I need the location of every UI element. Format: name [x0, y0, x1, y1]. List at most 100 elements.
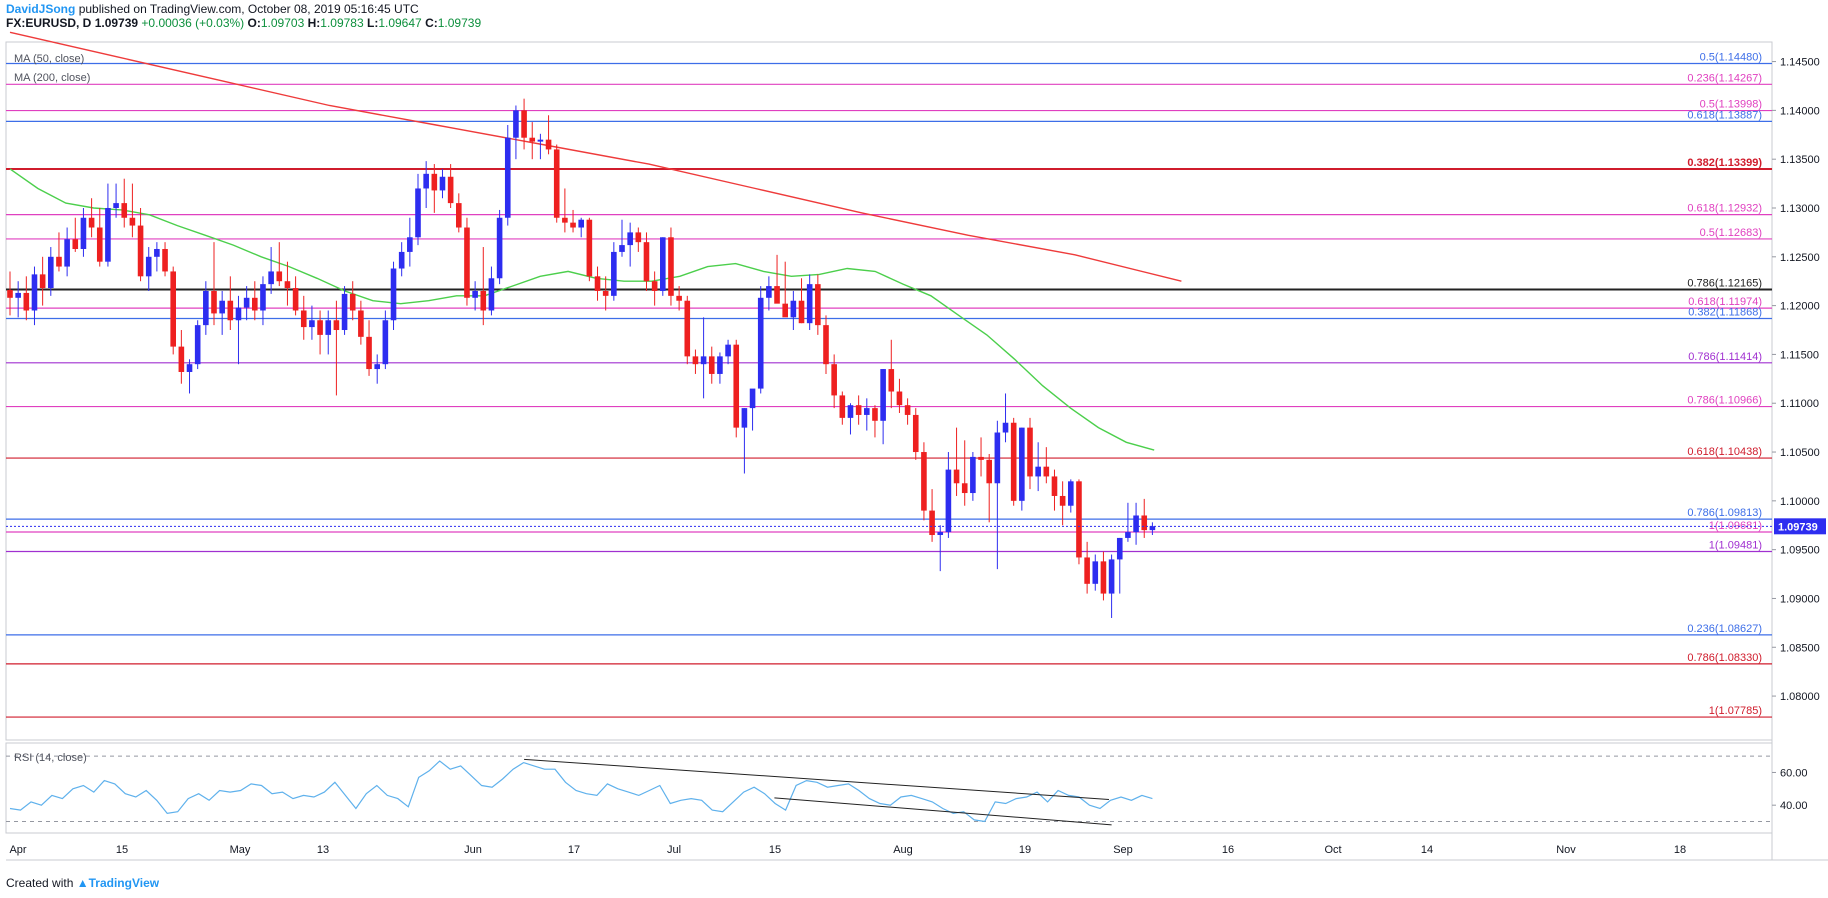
candle-body [80, 217, 87, 249]
candle-body [374, 364, 380, 370]
candle [1010, 417, 1017, 506]
candle [651, 271, 658, 306]
candle-body [986, 459, 992, 484]
candle [480, 247, 487, 326]
candle-body [880, 369, 886, 421]
candle [970, 452, 976, 501]
candle [243, 286, 250, 321]
candle-body [1149, 526, 1156, 531]
candle [276, 242, 283, 287]
candle [23, 276, 30, 321]
author-link[interactable]: DavidJSong [6, 2, 76, 16]
candle-body [1068, 481, 1074, 506]
candle [782, 261, 788, 318]
fib-level-label: 0.5(1.13998) [1700, 99, 1762, 111]
candle [635, 227, 642, 252]
candle-body [96, 227, 103, 262]
candle [790, 290, 797, 331]
candle-body [815, 284, 821, 326]
candle [855, 395, 862, 425]
candle-body [260, 284, 266, 311]
candle [390, 261, 397, 331]
tradingview-brand[interactable]: TradingView [88, 876, 160, 890]
candle-body [562, 217, 568, 223]
candle [447, 164, 454, 208]
candle [921, 442, 927, 521]
time-tick-label: Aug [893, 844, 913, 856]
candle [806, 274, 813, 331]
fib-level-label: 0.618(1.10438) [1687, 446, 1762, 458]
price-tick-label: 1.09000 [1780, 593, 1820, 605]
candle [129, 183, 136, 238]
candle-body [619, 245, 625, 252]
candle-body [431, 173, 438, 191]
candle-body [660, 237, 666, 291]
candle-body [774, 286, 780, 304]
candle-body [48, 256, 54, 289]
publish-info: published on TradingView.com, October 08… [78, 2, 419, 16]
rsi-legend: RSI (14, close) [14, 752, 87, 764]
time-tick-label: 18 [1674, 844, 1686, 856]
candle [986, 453, 992, 523]
close-label: C: [425, 16, 438, 30]
fib-level-label: 0.786(1.09813) [1687, 507, 1762, 519]
candle-body [1133, 515, 1139, 533]
candle-body [741, 408, 748, 428]
candle-body [227, 300, 234, 321]
candle [872, 405, 878, 438]
candle [439, 168, 446, 199]
fib-level-label: 0.236(1.14267) [1687, 72, 1762, 84]
low-value: 1.09647 [378, 16, 422, 30]
candle-body [1092, 561, 1099, 584]
time-tick-label: May [230, 844, 251, 856]
fib-level-label: 0.786(1.11414) [1688, 351, 1762, 363]
candle [553, 144, 560, 223]
candle-body [88, 217, 95, 228]
candle [602, 276, 609, 311]
candle [1092, 554, 1099, 591]
candle-body [823, 325, 829, 365]
candle [725, 339, 731, 365]
candle-body [276, 271, 283, 282]
candle [333, 300, 340, 396]
time-tick-label: Nov [1556, 844, 1576, 856]
price-tick-label: 1.10000 [1780, 496, 1820, 508]
candle-body [113, 203, 119, 208]
candle-body [390, 268, 397, 321]
candle [1027, 417, 1033, 490]
candle [1133, 502, 1139, 545]
candle [105, 183, 111, 267]
candle-body [1043, 466, 1050, 477]
candle-body [521, 110, 527, 138]
candle [627, 222, 633, 267]
candle [1019, 427, 1025, 511]
candle [961, 440, 968, 506]
fib-level-label: 0.618(1.12932) [1687, 203, 1762, 215]
candle [529, 122, 536, 160]
candle-body [243, 297, 250, 308]
candle-body [129, 217, 136, 226]
candle-body [23, 292, 30, 311]
candle-body [635, 232, 642, 243]
price-axis: 1.14500 1.14000 1.13500 1.13000 1.12500 1.120… [1772, 57, 1820, 703]
candle [823, 315, 829, 374]
price-change: +0.00036 (+0.03%) [141, 16, 245, 30]
open-value: 1.09703 [260, 16, 305, 30]
candle-body [725, 344, 731, 357]
rsi-tick-label: 60.00 [1780, 767, 1808, 779]
candle [113, 183, 119, 218]
candle-body [912, 414, 919, 453]
candle-body [1108, 559, 1115, 594]
candle-body [1100, 561, 1107, 594]
price-tick-label: 1.08500 [1780, 642, 1820, 654]
candle-body [945, 469, 952, 533]
candle-body [578, 219, 584, 228]
candle-body [513, 110, 519, 138]
fib-level-label: 0.786(1.08330) [1687, 652, 1762, 664]
price-tick-label: 1.12000 [1780, 301, 1820, 313]
candle [162, 242, 168, 277]
candle [896, 378, 903, 413]
candle [994, 420, 1001, 570]
candle-body [717, 356, 723, 374]
